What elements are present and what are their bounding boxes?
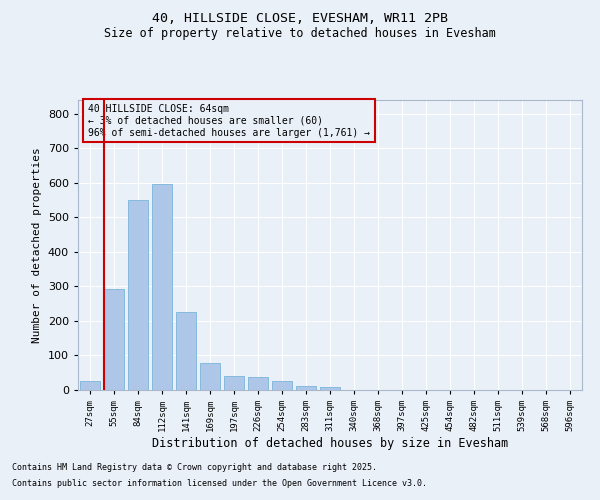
Bar [176,312,196,390]
Bar [296,386,316,390]
Bar [272,382,292,390]
X-axis label: Distribution of detached houses by size in Evesham: Distribution of detached houses by size … [152,437,508,450]
Bar [200,363,220,390]
Text: 40 HILLSIDE CLOSE: 64sqm
← 3% of detached houses are smaller (60)
96% of semi-de: 40 HILLSIDE CLOSE: 64sqm ← 3% of detache… [88,104,370,138]
Text: Contains public sector information licensed under the Open Government Licence v3: Contains public sector information licen… [12,478,427,488]
Bar [320,387,340,390]
Bar [224,376,244,390]
Bar [80,382,100,390]
Text: Contains HM Land Registry data © Crown copyright and database right 2025.: Contains HM Land Registry data © Crown c… [12,464,377,472]
Bar [152,184,172,390]
Text: Size of property relative to detached houses in Evesham: Size of property relative to detached ho… [104,28,496,40]
Y-axis label: Number of detached properties: Number of detached properties [32,147,42,343]
Bar [128,200,148,390]
Text: 40, HILLSIDE CLOSE, EVESHAM, WR11 2PB: 40, HILLSIDE CLOSE, EVESHAM, WR11 2PB [152,12,448,26]
Bar [104,289,124,390]
Bar [248,377,268,390]
